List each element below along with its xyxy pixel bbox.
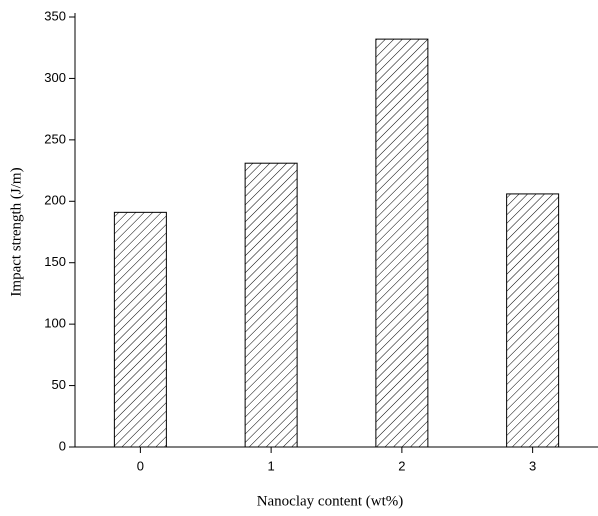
y-tick-label: 0: [59, 438, 66, 453]
y-tick-label: 200: [44, 193, 66, 208]
y-axis-title: Impact strength (J/m): [8, 167, 24, 296]
y-tick-label: 50: [52, 377, 66, 392]
x-tick-label: 2: [398, 458, 405, 473]
x-tick-label: 3: [529, 458, 536, 473]
x-tick-label: 0: [137, 458, 144, 473]
y-tick-label: 100: [44, 316, 66, 331]
y-tick-label: 150: [44, 254, 66, 269]
y-tick-label: 350: [44, 8, 66, 23]
x-tick-label: 1: [268, 458, 275, 473]
page: Nanoclay content (wt%) Impact strength (…: [0, 0, 598, 516]
x-axis-title: Nanoclay content (wt%): [257, 493, 404, 509]
bar: [507, 194, 559, 447]
y-tick-label: 300: [44, 70, 66, 85]
y-tick-label: 250: [44, 131, 66, 146]
chart: Nanoclay content (wt%) Impact strength (…: [0, 0, 598, 516]
bar: [245, 163, 297, 447]
bar: [376, 39, 428, 447]
bar: [114, 212, 166, 447]
